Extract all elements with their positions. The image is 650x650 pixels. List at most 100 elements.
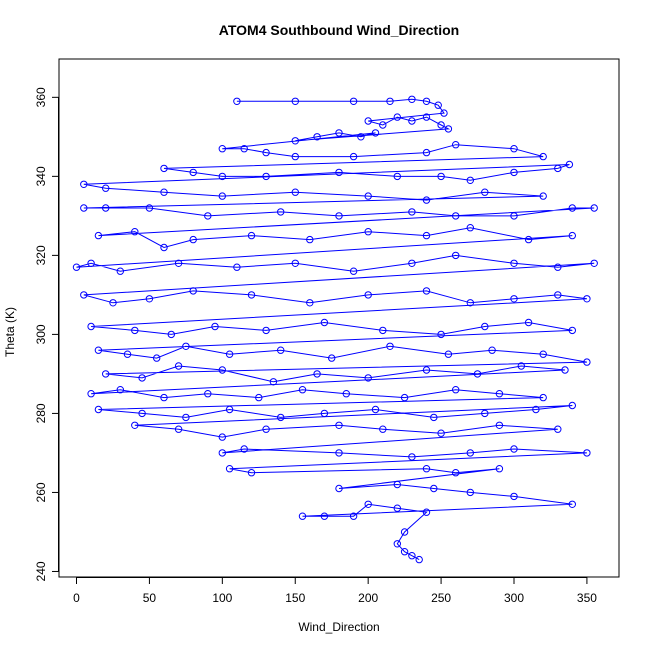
data-point	[94, 231, 103, 240]
data-point	[565, 160, 574, 169]
data-point	[364, 291, 372, 299]
data-point	[240, 445, 248, 453]
y-tick-label: 240	[34, 561, 48, 581]
data-point	[568, 401, 576, 410]
data-point	[422, 196, 431, 204]
data-point	[138, 374, 146, 382]
data-point	[80, 180, 88, 189]
data-point	[554, 263, 562, 271]
data-point	[262, 148, 270, 157]
data-point	[313, 133, 321, 141]
data-point	[94, 405, 103, 414]
data-point	[364, 117, 372, 125]
x-tick-label: 150	[285, 591, 305, 605]
data-point	[94, 346, 103, 354]
data-point	[400, 528, 409, 536]
data-point	[291, 97, 299, 106]
data-point	[539, 393, 547, 402]
data-point	[554, 425, 562, 433]
data-point	[160, 393, 168, 402]
data-point	[393, 504, 401, 512]
data-point	[437, 330, 445, 339]
data-point	[510, 259, 518, 267]
data-point	[189, 168, 197, 177]
data-point	[379, 326, 387, 335]
x-tick-label: 0	[73, 591, 80, 605]
data-point	[225, 405, 234, 414]
data-point	[116, 386, 125, 394]
data-point	[342, 390, 350, 398]
data-point	[495, 421, 504, 429]
y-axis-label: Theta (K)	[3, 307, 17, 357]
data-point	[145, 204, 154, 212]
data-point	[335, 129, 343, 137]
data-point	[123, 350, 132, 358]
data-point	[218, 145, 227, 153]
data-point	[160, 243, 168, 252]
data-point	[138, 409, 146, 418]
data-point	[481, 409, 489, 418]
data-point	[422, 113, 431, 121]
data-point	[269, 378, 278, 386]
data-point	[72, 263, 81, 271]
data-point	[444, 350, 453, 358]
data-point	[131, 326, 139, 335]
x-axis-label: Wind_Direction	[298, 620, 379, 634]
data-point	[80, 204, 88, 212]
data-point	[182, 413, 190, 422]
data-point	[174, 425, 183, 433]
data-point	[524, 318, 533, 327]
x-tick-label: 300	[504, 591, 524, 605]
data-point	[320, 409, 329, 418]
data-point	[204, 390, 212, 398]
y-tick-label: 300	[34, 324, 48, 344]
data-point	[204, 212, 212, 220]
y-tick-label: 340	[34, 166, 48, 186]
data-point	[218, 449, 227, 457]
data-point	[583, 358, 591, 366]
data-point	[437, 429, 445, 437]
data-point	[437, 121, 445, 129]
data-point	[408, 259, 416, 267]
data-point	[225, 350, 234, 358]
data-point	[371, 405, 380, 414]
data-point	[466, 176, 474, 185]
data-point	[539, 192, 547, 200]
data-point	[277, 413, 285, 422]
data-point	[87, 322, 95, 331]
data-point	[437, 172, 445, 181]
data-point	[364, 374, 372, 382]
y-tick-label: 260	[34, 482, 48, 502]
data-point	[233, 97, 241, 106]
data-point	[422, 508, 431, 516]
data-point	[422, 231, 431, 240]
data-point	[349, 512, 358, 520]
data-point	[182, 342, 190, 350]
data-point	[247, 469, 256, 477]
data-point	[218, 433, 227, 441]
data-point	[473, 370, 482, 378]
data-point	[386, 97, 394, 106]
data-point	[422, 148, 431, 157]
data-point	[298, 386, 307, 394]
data-point	[87, 390, 95, 398]
data-point	[211, 322, 219, 331]
data-point	[349, 267, 358, 275]
data-point	[452, 141, 460, 149]
x-tick-label: 350	[577, 591, 597, 605]
data-point	[116, 267, 125, 275]
data-point	[291, 188, 299, 196]
x-tick-label: 200	[358, 591, 378, 605]
data-point	[524, 235, 533, 244]
data-point	[87, 259, 95, 267]
data-point	[583, 449, 591, 457]
data-point	[335, 212, 343, 220]
data-point	[554, 291, 562, 299]
data-point	[225, 465, 234, 473]
data-point	[349, 97, 358, 106]
data-point	[335, 449, 343, 457]
data-point	[434, 101, 442, 109]
data-point	[430, 484, 438, 493]
